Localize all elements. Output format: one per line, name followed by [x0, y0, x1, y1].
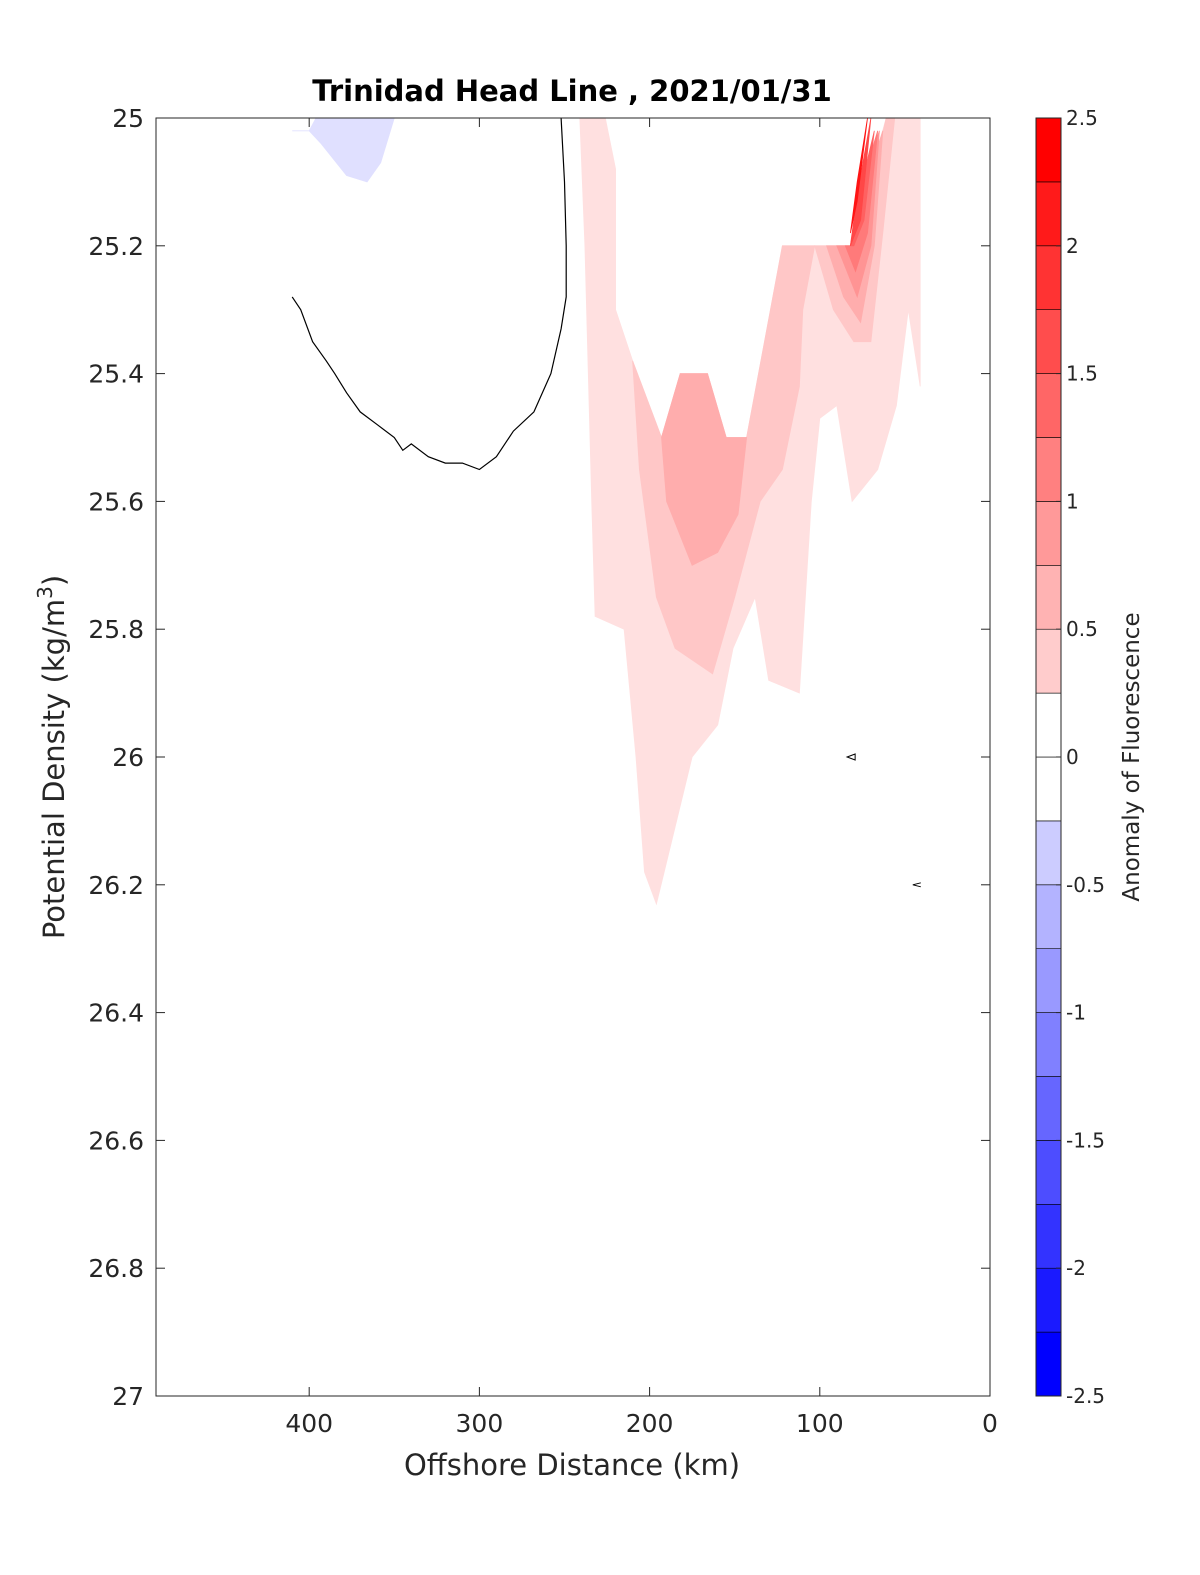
y-axis-ticks: 25 25.2 25.4 25.6 25.8 26 26.2 26.4 26.6 26.8 27	[88, 104, 990, 1411]
colorbar-label: Anomaly of Fluorescence	[1119, 612, 1145, 901]
y-axis-label: Potential Density (kg/m3)	[33, 575, 71, 939]
colorbar-band	[1035, 564, 1062, 630]
colorbar-band	[1035, 181, 1062, 247]
colorbar-band	[1035, 1076, 1062, 1141]
colorbar-frame	[1035, 117, 1062, 1397]
y-tick-label: 25	[112, 104, 144, 133]
colorbar-band	[1035, 1267, 1062, 1333]
colorbar-band	[1035, 1012, 1062, 1077]
x-tick-label: 300	[456, 1409, 504, 1438]
zero-contour-line	[291, 118, 567, 471]
colorbar-band	[1035, 820, 1062, 886]
y-tick-label: 25.2	[88, 232, 144, 261]
colorbar-band	[1035, 692, 1062, 758]
contour-mark	[845, 753, 856, 761]
colorbar-tick-label: 0	[1066, 745, 1079, 769]
colorbar-band	[1035, 1331, 1062, 1397]
x-axis-label: Offshore Distance (km)	[404, 1448, 740, 1482]
colorbar-tick-label: 1	[1066, 489, 1079, 513]
contour-mark	[912, 882, 921, 888]
y-tick-label: 26.2	[88, 871, 144, 900]
colorbar-tick-label: -1	[1066, 1001, 1086, 1025]
contour-region	[661, 373, 748, 566]
colorbar-band	[1035, 948, 1062, 1013]
chart-title: Trinidad Head Line , 2021/01/31	[312, 74, 832, 108]
colorbar-band	[1035, 884, 1062, 949]
colorbar-tick-label: -2	[1066, 1256, 1086, 1280]
y-axis-label-main: Potential Density (kg/m	[37, 599, 71, 939]
y-tick-label: 26	[112, 743, 144, 772]
y-tick-label: 25.4	[88, 360, 144, 389]
colorbar-band	[1035, 1204, 1062, 1269]
contour-region	[850, 118, 868, 234]
colorbar: -2.5 -2 -1.5 -1 -0.5 0 0.5 1 1.5 2 2.5	[1035, 106, 1105, 1408]
colorbar-band	[1035, 756, 1062, 822]
colorbar-tick-label: -1.5	[1066, 1128, 1105, 1152]
colorbar-band	[1035, 437, 1062, 502]
zero-contour-layer	[291, 118, 921, 888]
y-tick-label: 26.8	[88, 1254, 144, 1283]
colorbar-band	[1035, 309, 1062, 374]
colorbar-band	[1035, 628, 1062, 694]
colorbar-tick-label: 0.5	[1066, 617, 1098, 641]
colorbar-tick-label: 2.5	[1066, 106, 1098, 130]
colorbar-band	[1035, 1140, 1062, 1205]
x-axis-ticks: 400 300 200 100 0	[285, 118, 998, 1438]
contour-regions	[292, 118, 921, 906]
x-tick-label: 200	[626, 1409, 674, 1438]
y-axis-label-close: )	[37, 575, 71, 586]
y-axis-label-superscript: 3	[33, 586, 57, 599]
y-tick-label: 26.6	[88, 1126, 144, 1155]
y-tick-label: 25.8	[88, 615, 144, 644]
plot-area: 400 300 200 100 0 25 25.2 25.4 25.6 25.8 26 26.2 26…	[88, 104, 998, 1438]
y-tick-label: 27	[112, 1382, 144, 1411]
colorbar-tick-label: -0.5	[1066, 873, 1105, 897]
colorbar-band	[1035, 117, 1062, 183]
colorbar-bands	[1035, 117, 1062, 1397]
x-tick-label: 0	[982, 1409, 998, 1438]
colorbar-band	[1035, 245, 1062, 311]
y-tick-label: 26.4	[88, 999, 144, 1028]
x-tick-label: 400	[285, 1409, 333, 1438]
colorbar-tick-label: -2.5	[1066, 1384, 1105, 1408]
x-tick-label: 100	[796, 1409, 844, 1438]
colorbar-ticks: -2.5 -2 -1.5 -1 -0.5 0 0.5 1 1.5 2 2.5	[1056, 106, 1105, 1408]
colorbar-band	[1035, 501, 1062, 566]
y-tick-label: 25.6	[88, 487, 144, 516]
colorbar-tick-label: 1.5	[1066, 362, 1098, 386]
colorbar-band	[1035, 373, 1062, 438]
colorbar-tick-label: 2	[1066, 234, 1079, 258]
contour-region	[292, 118, 395, 183]
